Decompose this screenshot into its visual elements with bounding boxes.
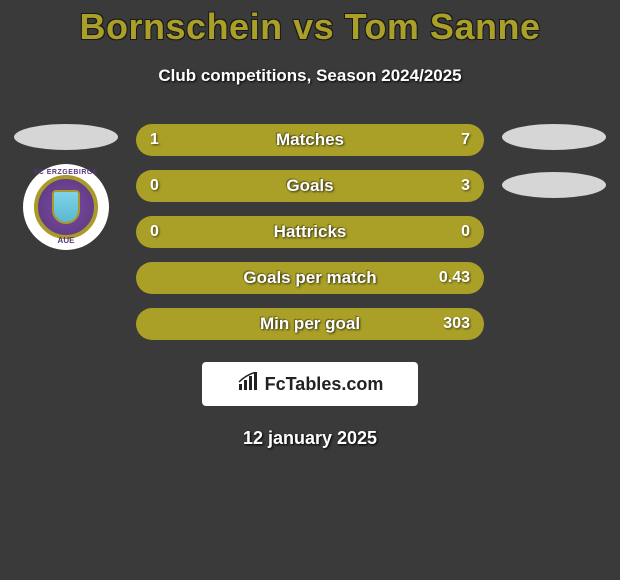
club-shield-icon bbox=[52, 190, 80, 224]
avatar-placeholder-right-2 bbox=[502, 172, 606, 198]
footer-brand-badge: FcTables.com bbox=[202, 362, 418, 406]
club-text-bot: AUE bbox=[23, 236, 109, 245]
comparison-card: Bornschein vs Tom Sanne Club competition… bbox=[0, 0, 620, 449]
bar-chart-icon bbox=[237, 372, 261, 397]
stat-bar: 17Matches bbox=[136, 124, 484, 156]
club-badge-inner bbox=[34, 175, 98, 239]
club-badge-left: FC ERZGEBIRGE AUE bbox=[23, 164, 109, 250]
stat-bar: 303Min per goal bbox=[136, 308, 484, 340]
date-text: 12 january 2025 bbox=[0, 428, 620, 449]
stat-label: Goals bbox=[136, 170, 484, 202]
avatar-placeholder-right-1 bbox=[502, 124, 606, 150]
stat-label: Matches bbox=[136, 124, 484, 156]
avatar-placeholder-left bbox=[14, 124, 118, 150]
stat-label: Goals per match bbox=[136, 262, 484, 294]
right-player-col bbox=[496, 124, 612, 220]
stat-label: Min per goal bbox=[136, 308, 484, 340]
stat-label: Hattricks bbox=[136, 216, 484, 248]
stat-bars: 17Matches 03Goals 00Hattricks 0.43Goals per… bbox=[136, 124, 484, 354]
left-player-col: FC ERZGEBIRGE AUE bbox=[8, 124, 124, 250]
stat-bar: 03Goals bbox=[136, 170, 484, 202]
footer-brand-text: FcTables.com bbox=[265, 374, 384, 395]
page-title: Bornschein vs Tom Sanne bbox=[0, 6, 620, 48]
stat-bar: 00Hattricks bbox=[136, 216, 484, 248]
stat-bar: 0.43Goals per match bbox=[136, 262, 484, 294]
content-area: FC ERZGEBIRGE AUE 17Matches 03Goals 00Hatt… bbox=[0, 124, 620, 354]
subtitle: Club competitions, Season 2024/2025 bbox=[0, 66, 620, 86]
